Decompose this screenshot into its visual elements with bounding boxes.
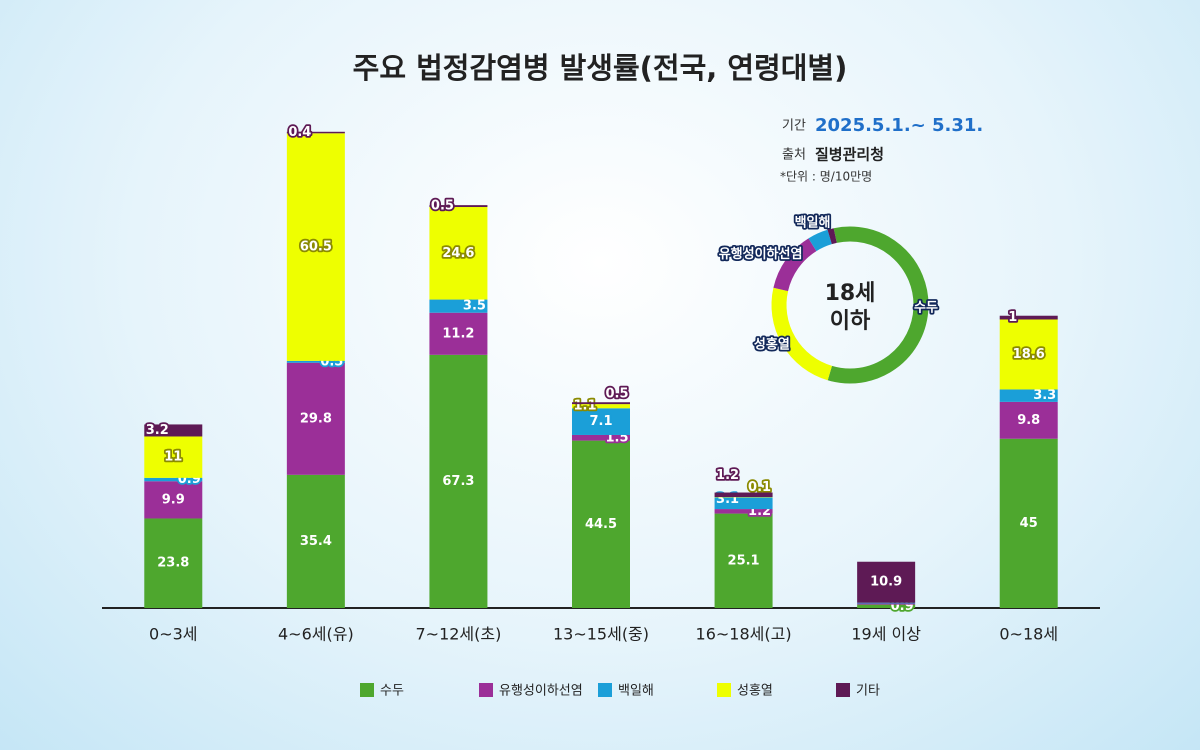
bar-segment [572,404,630,409]
period-label: 기간 [782,119,806,134]
legend-swatch [360,683,374,697]
value-label: 11 [164,450,182,465]
value-label: 1.1 [573,399,596,414]
value-label: 18.6 [1013,347,1045,362]
value-label: 9.9 [162,492,185,507]
x-tick-label: 16~18세(고) [696,625,792,644]
legend-label: 유행성이하선염 [499,683,583,699]
value-label: 0.5 [431,199,454,214]
bar-segment [429,299,488,313]
legend-swatch [598,683,612,697]
value-label: 60.5 [300,240,332,255]
value-label: 67.3 [442,474,474,489]
legend-swatch [836,683,850,697]
bar-segment [999,315,1058,320]
donut-arc [808,229,833,252]
bar-segment [429,205,488,208]
value-label: 23.8 [157,556,189,571]
bar-segment [429,207,488,300]
bar-segment [857,603,916,605]
value-label: 3.3 [1033,388,1056,403]
bar-segment [144,436,203,478]
value-label: 10.9 [870,575,902,590]
value-label: 29.8 [300,411,332,426]
legend-swatch [479,683,493,697]
legend-label: 백일해 [618,684,654,699]
value-label: 1.2 [716,468,739,483]
bar-segment [144,481,203,519]
donut-arc [773,238,817,292]
bar-segment [857,604,916,608]
value-label: 25.1 [728,553,760,568]
bar-segment [144,477,203,482]
x-tick-label: 0~18세 [999,625,1058,644]
donut-arc [827,226,929,384]
donut-arc [827,228,837,245]
bar-segment [144,518,203,608]
bar-segment [572,408,630,435]
value-label: 3.5 [463,299,486,314]
donut-label: 유행성이하선염 [719,246,803,262]
unit-note: *단위 : 명/10만명 [780,170,872,184]
value-label: 11.2 [442,326,474,341]
donut-arc [771,287,833,381]
bar-segment [999,389,1058,402]
bar-segment [714,497,773,510]
legend-label: 수두 [380,684,404,699]
value-label: 44.5 [585,517,617,532]
bar-segment [286,474,345,608]
legend-label: 성홍열 [737,684,773,699]
bar-segment [572,434,630,441]
donut-center: 이하 [830,309,871,334]
value-label: 0.5 [605,387,628,402]
source: 질병관리청 [815,146,884,164]
bar-segment [572,402,630,405]
bar-segment [572,440,630,608]
value-label: 0.4 [288,125,311,140]
value-label: 35.4 [300,534,332,549]
value-label: 9.8 [1017,413,1040,428]
value-label: 3.2 [146,423,169,438]
value-label: 24.6 [442,246,474,261]
value-label: 0.1 [748,480,771,495]
donut-label: 성홍열 [754,336,790,352]
x-tick-label: 13~15세(중) [553,625,649,644]
x-tick-label: 19세 이상 [851,625,921,644]
bar-segment [286,131,345,134]
bar-segment [999,438,1058,608]
donut-label: 백일해 [795,214,831,230]
donut-center: 18세 [825,281,876,306]
bar-segment [999,401,1058,439]
bar-segment [429,354,488,608]
chart-title: 주요 법정감염병 발생률(전국, 연령대별) [353,51,848,85]
donut-label: 수두 [914,300,938,315]
period: 2025.5.1.~ 5.31. [815,115,983,136]
bar-segment [857,561,916,603]
bar-segment [857,602,916,604]
x-tick-label: 7~12세(초) [415,625,501,644]
bar-segment [714,513,773,608]
legend-swatch [717,683,731,697]
bar-segment [714,492,773,498]
bar-segment [429,312,488,355]
value-label: 1 [1008,310,1017,325]
bar-segment [714,509,773,514]
bar-segment [286,133,345,361]
x-tick-label: 0~3세 [149,625,198,644]
source-label: 출처 [782,148,806,163]
bar-segment [286,360,345,363]
value-label: 45 [1020,516,1038,531]
bar-segment [286,362,345,475]
legend-label: 기타 [856,684,880,699]
bar-segment [144,424,203,437]
value-label: 7.1 [589,414,612,429]
x-tick-label: 4~6세(유) [278,625,354,644]
bar-segment [999,319,1058,390]
